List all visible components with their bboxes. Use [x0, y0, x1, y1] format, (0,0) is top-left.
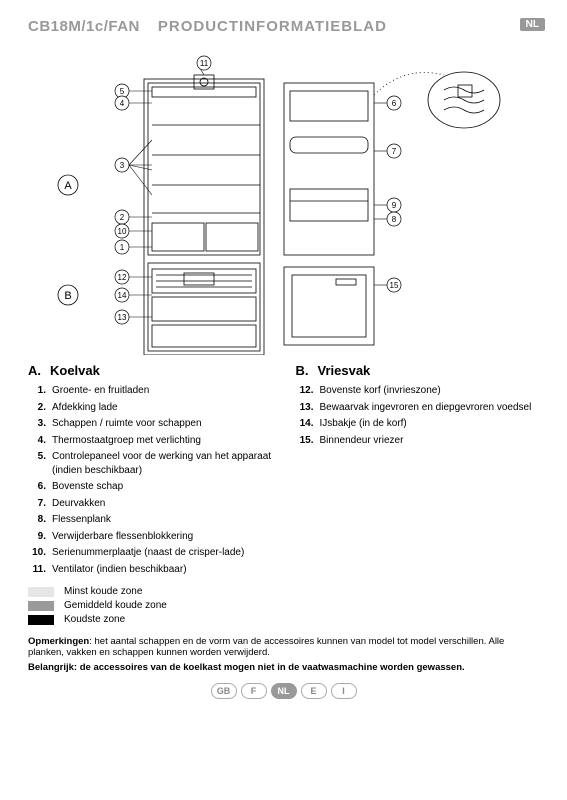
zone-label: Gemiddeld koude zone: [64, 600, 167, 611]
legend-columns: A.Koelvak 1.Groente- en fruitladen2.Afde…: [28, 363, 539, 628]
zone-label: Koudste zone: [64, 614, 125, 625]
item-number: 8.: [28, 513, 52, 527]
zone-item: Koudste zone: [28, 614, 272, 625]
item-number: 4.: [28, 434, 52, 448]
language-badge: NL: [520, 18, 545, 31]
item-number: 15.: [296, 434, 320, 448]
list-item: 7.Deurvakken: [28, 497, 272, 511]
svg-text:9: 9: [391, 201, 396, 210]
item-number: 3.: [28, 417, 52, 431]
lang-pill-gb[interactable]: GB: [211, 683, 237, 699]
section-b: B.Vriesvak 12.Bovenste korf (invrieszone…: [296, 363, 540, 628]
svg-text:8: 8: [391, 215, 396, 224]
svg-text:7: 7: [391, 147, 396, 156]
lang-pill-e[interactable]: E: [301, 683, 327, 699]
item-text: IJsbakje (in de korf): [320, 417, 407, 431]
list-item: 2.Afdekking lade: [28, 401, 272, 415]
section-label-A: A: [64, 180, 72, 192]
item-number: 10.: [28, 546, 52, 560]
lang-pill-f[interactable]: F: [241, 683, 267, 699]
zone-legend: Minst koude zone Gemiddeld koude zone Koud…: [28, 586, 272, 625]
svg-text:10: 10: [117, 227, 126, 236]
item-number: 5.: [28, 450, 52, 477]
item-text: Bewaarvak ingevroren en diepgevroren voe…: [320, 401, 532, 415]
section-a: A.Koelvak 1.Groente- en fruitladen2.Afde…: [28, 363, 272, 628]
list-item: 12.Bovenste korf (invrieszone): [296, 384, 540, 398]
zone-swatch: [28, 601, 54, 611]
language-selector: GBFNLEI: [28, 683, 539, 699]
svg-text:13: 13: [117, 313, 126, 322]
list-item: 14.IJsbakje (in de korf): [296, 417, 540, 431]
section-b-list: 12.Bovenste korf (invrieszone)13.Bewaarv…: [296, 384, 540, 447]
page-header: CB18M/1c/FAN PRODUCTINFORMATIEBLAD: [28, 18, 539, 35]
section-a-list: 1.Groente- en fruitladen2.Afdekking lade…: [28, 384, 272, 576]
item-text: Schappen / ruimte voor schappen: [52, 417, 202, 431]
svg-text:3: 3: [119, 161, 124, 170]
notes-block: Opmerkingen: het aantal schappen en de v…: [28, 636, 539, 673]
svg-text:6: 6: [391, 99, 396, 108]
list-item: 13.Bewaarvak ingevroren en diepgevroren …: [296, 401, 540, 415]
zone-item: Gemiddeld koude zone: [28, 600, 272, 611]
list-item: 6.Bovenste schap: [28, 480, 272, 494]
list-item: 15.Binnendeur vriezer: [296, 434, 540, 448]
item-text: Binnendeur vriezer: [320, 434, 404, 448]
list-item: 5.Controlepaneel voor de werking van het…: [28, 450, 272, 477]
item-text: Afdekking lade: [52, 401, 118, 415]
lang-pill-i[interactable]: I: [331, 683, 357, 699]
item-number: 2.: [28, 401, 52, 415]
item-number: 11.: [28, 563, 52, 577]
model-code: CB18M/1c/FAN: [28, 18, 140, 35]
zone-swatch: [28, 615, 54, 625]
svg-text:14: 14: [117, 291, 126, 300]
item-text: Ventilator (indien beschikbaar): [52, 563, 187, 577]
item-text: Serienummerplaatje (naast de crisper-lad…: [52, 546, 244, 560]
item-text: Verwijderbare flessenblokkering: [52, 530, 193, 544]
item-text: Controlepaneel voor de werking van het a…: [52, 450, 271, 477]
item-text: Bovenste korf (invrieszone): [320, 384, 441, 398]
svg-text:15: 15: [389, 281, 398, 290]
section-a-head: A.Koelvak: [28, 363, 272, 378]
section-b-head: B.Vriesvak: [296, 363, 540, 378]
svg-text:1: 1: [119, 243, 124, 252]
item-number: 13.: [296, 401, 320, 415]
svg-text:11: 11: [199, 59, 208, 68]
list-item: 1.Groente- en fruitladen: [28, 384, 272, 398]
item-text: Thermostaatgroep met verlichting: [52, 434, 201, 448]
item-number: 12.: [296, 384, 320, 398]
item-number: 6.: [28, 480, 52, 494]
item-text: Groente- en fruitladen: [52, 384, 149, 398]
zone-label: Minst koude zone: [64, 586, 142, 597]
list-item: 3.Schappen / ruimte voor schappen: [28, 417, 272, 431]
list-item: 4.Thermostaatgroep met verlichting: [28, 434, 272, 448]
svg-text:12: 12: [117, 273, 126, 282]
item-number: 9.: [28, 530, 52, 544]
svg-text:4: 4: [119, 99, 124, 108]
list-item: 8.Flessenplank: [28, 513, 272, 527]
page-title: PRODUCTINFORMATIEBLAD: [158, 18, 387, 35]
list-item: 9.Verwijderbare flessenblokkering: [28, 530, 272, 544]
list-item: 10.Serienummerplaatje (naast de crisper-…: [28, 546, 272, 560]
product-diagram: A B: [44, 45, 524, 355]
zone-item: Minst koude zone: [28, 586, 272, 597]
item-text: Deurvakken: [52, 497, 105, 511]
item-number: 14.: [296, 417, 320, 431]
item-number: 1.: [28, 384, 52, 398]
item-text: Flessenplank: [52, 513, 111, 527]
svg-text:5: 5: [119, 87, 124, 96]
zone-swatch: [28, 587, 54, 597]
lang-pill-nl[interactable]: NL: [271, 683, 297, 699]
svg-text:2: 2: [119, 213, 124, 222]
item-number: 7.: [28, 497, 52, 511]
item-text: Bovenste schap: [52, 480, 123, 494]
section-label-B: B: [64, 290, 71, 302]
list-item: 11.Ventilator (indien beschikbaar): [28, 563, 272, 577]
